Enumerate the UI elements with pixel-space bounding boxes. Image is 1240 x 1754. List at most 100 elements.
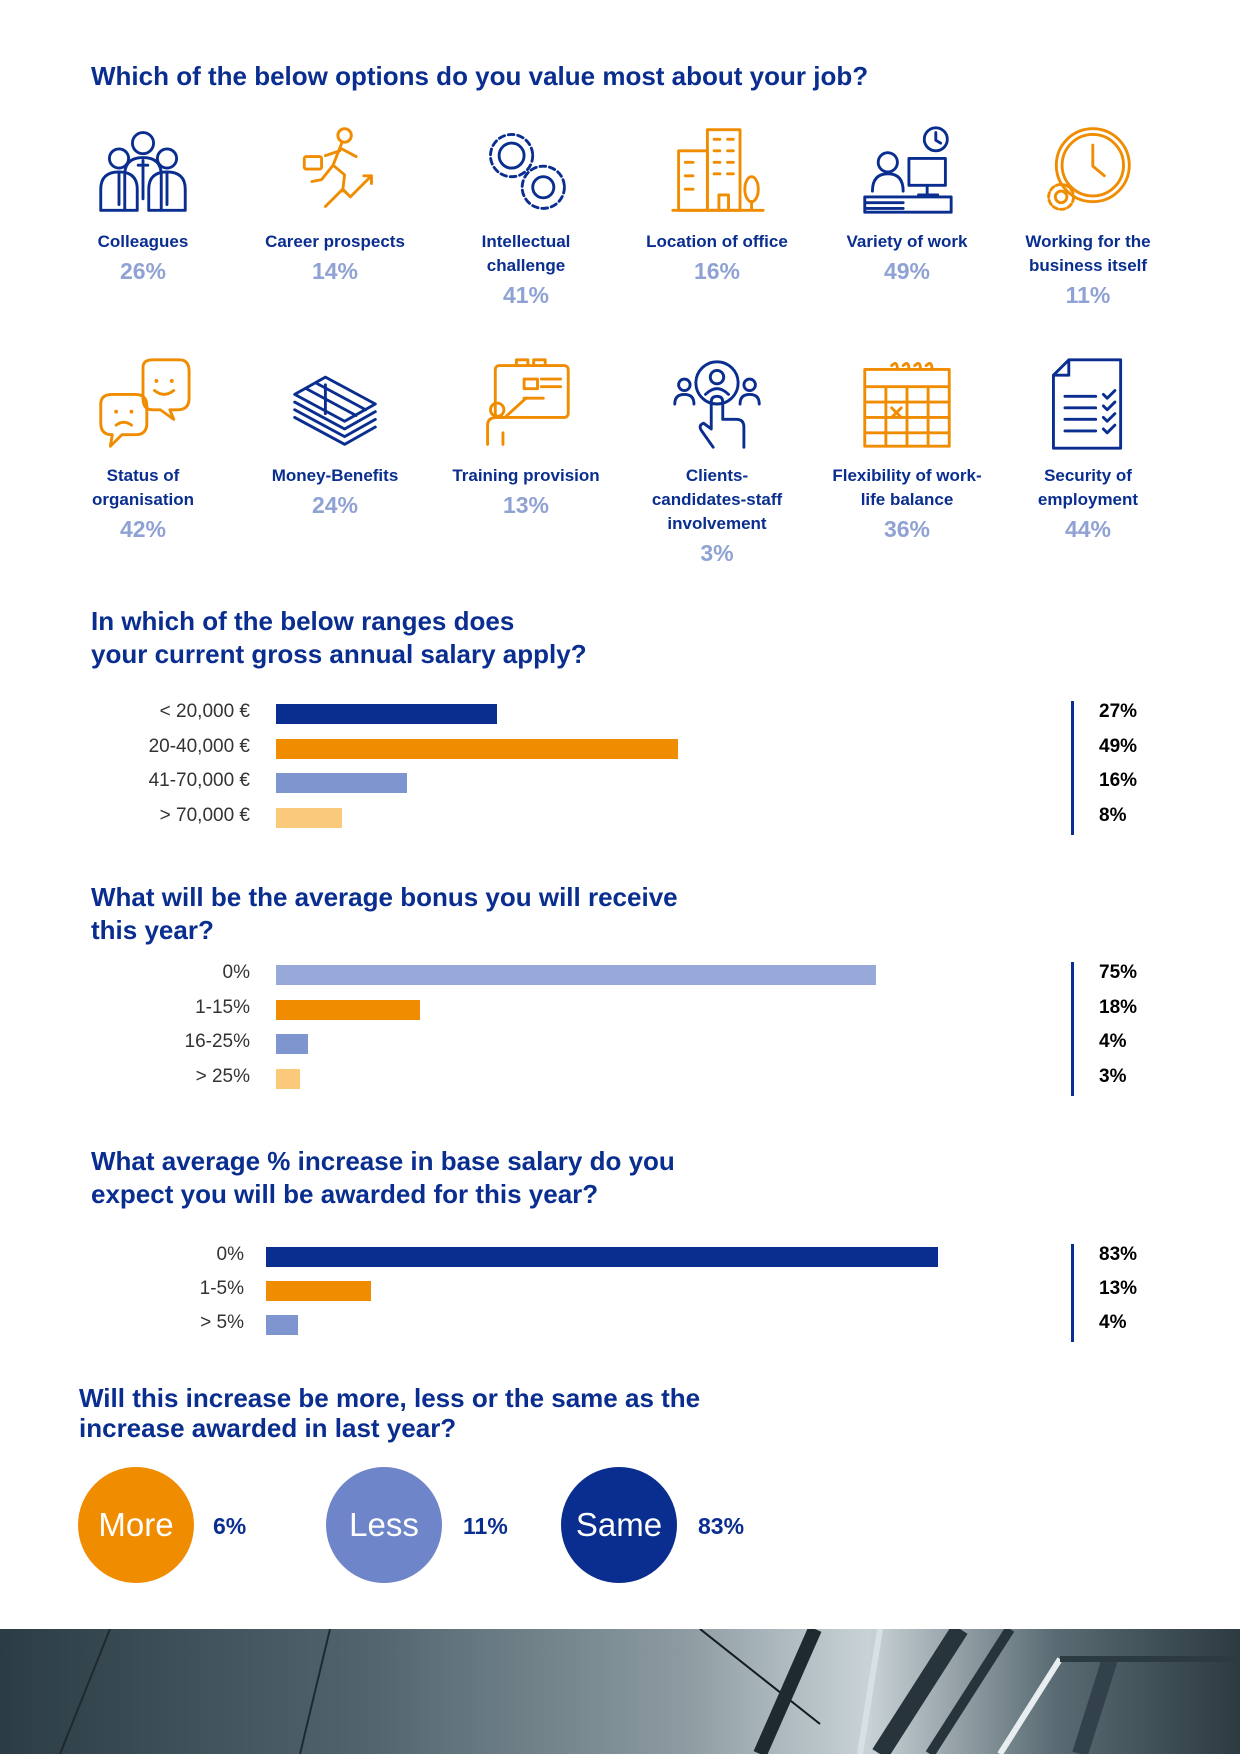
bar-category-label: 41-70,000 €: [148, 770, 250, 791]
compare-title-line-1: Will this increase be more, less or the …: [79, 1383, 701, 1413]
bar-category-label: > 25%: [195, 1065, 250, 1087]
values-question-title: Which of the below options do you value …: [91, 61, 869, 91]
bonus-question-title: What will be the average bonus you will …: [91, 881, 678, 947]
bar: [276, 704, 498, 724]
bar-row: > 5% 4%: [0, 1308, 1240, 1338]
value-item-percent: 24%: [311, 492, 359, 518]
value-item-percent: 26%: [119, 258, 167, 284]
value-item: Training provision 13%: [431, 356, 621, 520]
more-circle: More: [78, 1467, 194, 1583]
bar-row: 0% 83%: [0, 1240, 1240, 1270]
bar-row: < 20,000 € 27%: [0, 697, 1240, 727]
bar-category-label: 0%: [216, 1244, 244, 1265]
value-item: Career prospects 14%: [240, 122, 430, 286]
bonus-title-line-1: What will be the average bonus you will …: [91, 882, 678, 912]
salary-question-title: In which of the below ranges does your c…: [91, 605, 587, 671]
value-item: Working for the business itself 11%: [993, 122, 1183, 310]
bonus-bar-chart: 0% 75% 1-15% 18% 16-25% 4% > 25% 3%: [0, 958, 1240, 1096]
value-item-percent: 3%: [700, 540, 734, 566]
calendar-icon: [863, 362, 951, 448]
value-item-percent: 42%: [119, 516, 167, 542]
bar: [276, 1034, 308, 1054]
value-item: Clients-candidates-staff involvement 3%: [622, 356, 812, 568]
bar-row: 0% 75%: [0, 958, 1240, 988]
value-item: Intellectual challenge 41%: [431, 122, 621, 310]
desk-worker-icon: [863, 126, 953, 214]
value-item-label: Colleagues: [97, 232, 189, 251]
career-growth-icon: [302, 127, 373, 208]
same-value: 83%: [698, 1513, 745, 1539]
salary-bar-chart: < 20,000 € 27% 20-40,000 € 49% 41-70,000 € 16…: [0, 697, 1240, 835]
bar-category-label: 0%: [222, 962, 250, 983]
bar-value-label: 16%: [1099, 770, 1138, 791]
value-item-label: Security of employment: [1037, 466, 1139, 509]
bar-value-label: 18%: [1099, 996, 1138, 1018]
bar-category-label: < 20,000 €: [159, 701, 250, 722]
compare-question-title: Will this increase be more, less or the …: [79, 1383, 700, 1443]
bar-value-label: 75%: [1099, 962, 1138, 983]
less-circle: Less: [326, 1467, 442, 1583]
clock-gear-icon: [1047, 127, 1131, 211]
increase-question-title: What average % increase in base salary d…: [91, 1145, 675, 1211]
salary-title-line-2: your current gross annual salary apply?: [91, 639, 587, 669]
value-item-label: Clients-candidates-staff involvement: [651, 466, 783, 533]
bar-value-label: 3%: [1099, 1065, 1127, 1087]
bar: [266, 1247, 939, 1267]
bar: [266, 1281, 372, 1301]
value-item-label: Training provision: [452, 466, 600, 485]
value-item: Location of office 16%: [622, 122, 812, 286]
value-item-percent: 16%: [693, 258, 741, 284]
bar-value-label: 13%: [1099, 1278, 1138, 1299]
building-photo: [0, 1629, 1240, 1754]
gears-icon: [489, 133, 566, 210]
value-divider-line: [1071, 701, 1074, 835]
chat-faces-icon: [99, 358, 191, 448]
value-item-label: Working for the business itself: [1025, 232, 1151, 275]
money-stack-icon: [293, 375, 377, 446]
bar-row: > 70,000 € 8%: [0, 801, 1240, 831]
bar: [276, 965, 876, 985]
value-item: Security of employment 44%: [993, 356, 1183, 544]
value-item-label: Status of organisation: [91, 466, 194, 509]
increase-title-line-1: What average % increase in base salary d…: [91, 1146, 675, 1176]
bar-row: > 25% 3%: [0, 1062, 1240, 1092]
bonus-title-line-2: this year?: [91, 915, 214, 945]
increase-bar-chart: 0% 83% 1-5% 13% > 5% 4%: [0, 1240, 1240, 1342]
value-item-percent: 44%: [1064, 516, 1112, 542]
value-item-label: Flexibility of work-life balance: [832, 466, 982, 509]
presentation-board-icon: [486, 358, 570, 446]
value-item-label: Intellectual challenge: [481, 232, 571, 275]
value-item-percent: 36%: [883, 516, 931, 542]
bar: [276, 773, 408, 793]
value-divider-line: [1071, 962, 1074, 1096]
value-item-percent: 41%: [502, 282, 550, 308]
touch-people-icon: [673, 360, 761, 449]
bar: [266, 1315, 299, 1335]
office-building-icon: [671, 128, 765, 212]
value-item: Flexibility of work-life balance 36%: [812, 356, 1002, 544]
building-photo-lines: [59, 1629, 1240, 1754]
bar-category-label: > 5%: [200, 1312, 244, 1333]
bar-value-label: 4%: [1099, 1312, 1127, 1333]
value-item-percent: 14%: [311, 258, 359, 284]
value-item-label: Money-Benefits: [271, 466, 399, 485]
salary-title-line-1: In which of the below ranges does: [91, 606, 515, 636]
bar-category-label: 1-15%: [195, 996, 250, 1018]
bar: [276, 1068, 300, 1089]
bar-row: 20-40,000 € 49%: [0, 732, 1240, 762]
value-item-percent: 49%: [883, 258, 931, 284]
bar-value-label: 83%: [1099, 1244, 1138, 1265]
checklist-document-icon: [1052, 358, 1123, 450]
bar-value-label: 8%: [1099, 804, 1127, 826]
value-item-label: Variety of work: [846, 232, 968, 251]
bar-row: 1-5% 13%: [0, 1274, 1240, 1304]
bar-value-label: 49%: [1099, 735, 1138, 757]
increase-title-line-2: expect you will be awarded for this year…: [91, 1179, 599, 1209]
bar-category-label: 16-25%: [184, 1031, 251, 1052]
bar-value-label: 27%: [1099, 701, 1138, 722]
value-item-percent: 13%: [502, 492, 550, 518]
bar-category-label: 1-5%: [199, 1278, 244, 1299]
bar: [276, 807, 342, 828]
bar-category-label: > 70,000 €: [159, 804, 250, 826]
more-value: 6%: [213, 1513, 247, 1539]
